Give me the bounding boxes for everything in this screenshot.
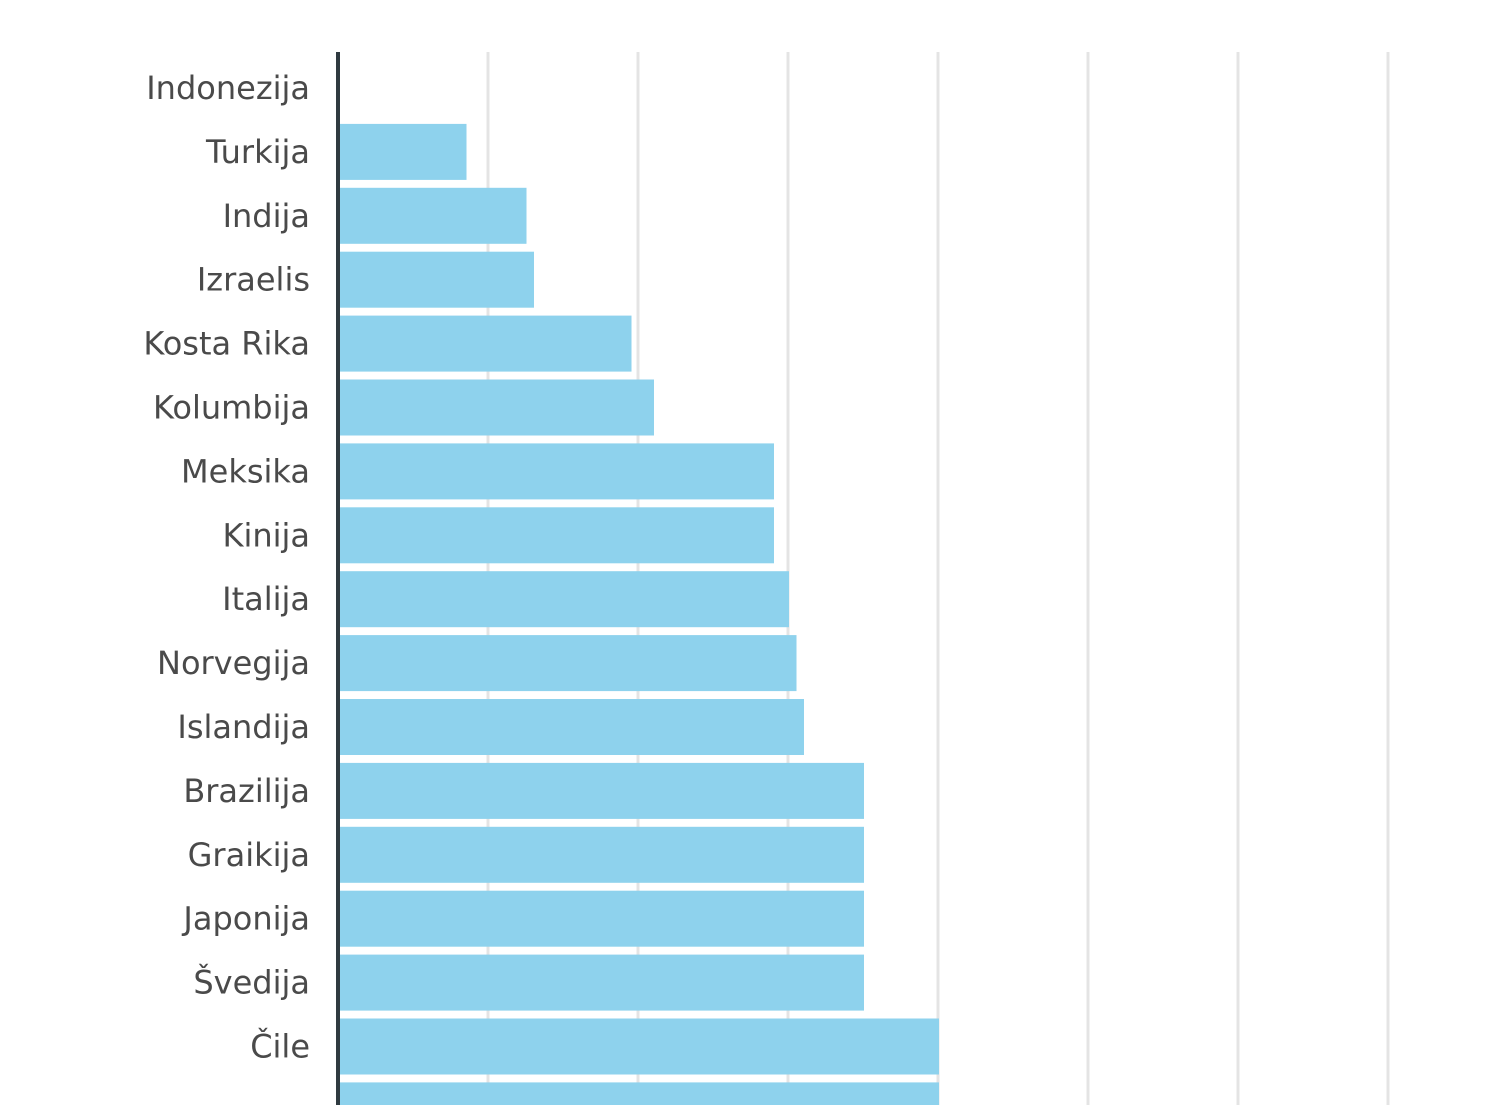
category-label-3: Izraelis (197, 261, 310, 299)
bar-11 (339, 762, 864, 819)
category-label-7: Kinija (222, 516, 310, 554)
category-label-0: Indonezija (146, 69, 310, 107)
category-label-5: Kolumbija (153, 389, 310, 427)
category-labels: Indonezija Turkija Indija Izraelis Kosta Rik… (143, 69, 310, 1066)
category-label-4: Kosta Rika (143, 325, 310, 363)
bar-6 (339, 443, 774, 500)
bar-15 (339, 1018, 939, 1075)
category-label-6: Meksika (181, 452, 310, 490)
bar-10 (339, 699, 804, 755)
category-label-12: Graikija (188, 836, 310, 874)
bar-4 (339, 315, 632, 372)
category-label-13: Japonija (181, 900, 310, 938)
bar-1 (339, 123, 467, 180)
bar-7 (339, 507, 774, 564)
category-label-11: Brazilija (183, 772, 310, 810)
bar-3 (339, 251, 534, 308)
category-label-9: Norvegija (157, 644, 310, 682)
bar-12 (339, 826, 864, 883)
bar-2 (339, 187, 527, 244)
bar-5 (339, 379, 654, 436)
bars (339, 123, 939, 1110)
category-label-1: Turkija (205, 133, 310, 171)
bar-13 (339, 890, 864, 947)
category-label-8: Italija (222, 580, 310, 618)
category-label-10: Islandija (177, 708, 310, 746)
category-label-14: Švedija (193, 963, 310, 1002)
category-label-15: Čile (250, 1027, 310, 1066)
bar-8 (339, 571, 789, 628)
bar-14 (339, 954, 864, 1011)
bar-cropped (339, 1082, 939, 1110)
bar-9 (339, 635, 797, 692)
category-label-2: Indija (223, 197, 310, 235)
